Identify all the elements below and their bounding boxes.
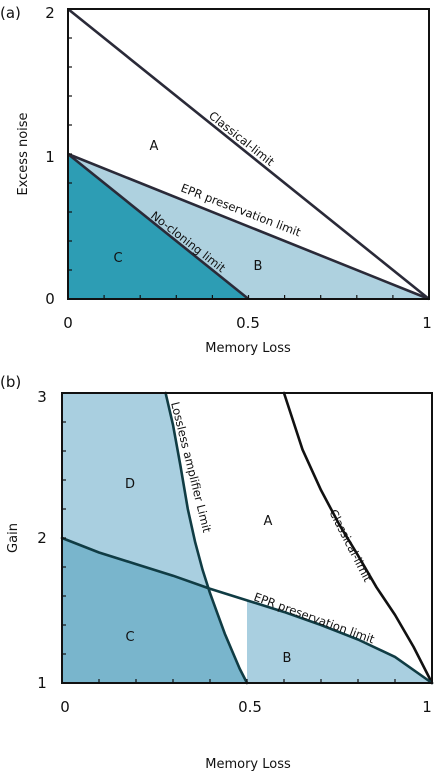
panel-a-x-tick-2: 1 xyxy=(422,314,432,332)
panel-a-label: (a) xyxy=(0,4,21,22)
panel-b-x-tick-0: 0 xyxy=(60,698,70,716)
panel-b-region-b-label: B xyxy=(283,651,292,666)
panel-b: (b) 0 0.5 1 1 2 3 Memory Loss Gain Class… xyxy=(0,373,434,772)
panel-a-region-a-label: A xyxy=(150,139,159,154)
panel-b-region-a-label: A xyxy=(264,514,273,529)
panel-b-epr-limit-line xyxy=(60,536,434,685)
panel-b-x-tick-1: 0.5 xyxy=(238,698,262,716)
panel-b-x-axis-title: Memory Loss xyxy=(205,757,291,772)
panel-b-region-c-label: C xyxy=(125,630,134,645)
panel-b-label: (b) xyxy=(0,373,21,391)
panel-b-y-tick-2: 3 xyxy=(37,388,47,406)
panel-a-classical-limit-label: Classical-limit xyxy=(206,108,277,169)
panel-a-region-b-label: B xyxy=(254,259,263,274)
panel-b-y-axis-title: Gain xyxy=(6,523,21,553)
panel-a-x-axis-title: Memory Loss xyxy=(205,341,291,356)
panel-a-x-tick-0: 0 xyxy=(63,314,73,332)
panel-b-region-c-area xyxy=(62,538,247,683)
panel-a-classical-limit-line xyxy=(67,7,430,301)
panel-a-x-tick-1: 0.5 xyxy=(236,314,260,332)
panel-a-y-axis-title: Excess noise xyxy=(16,112,31,195)
panel-b-classical-limit-line xyxy=(282,391,434,685)
panel-a-y-tick-2: 2 xyxy=(45,4,55,22)
panel-a-y-tick-1: 1 xyxy=(45,148,55,166)
panel-a: (a) 0 0.5 1 0 1 2 Memory Loss Excess noi… xyxy=(0,4,432,356)
panel-b-x-tick-2: 1 xyxy=(422,698,432,716)
panel-a-region-c-label: C xyxy=(113,251,122,266)
panel-a-y-tick-0: 0 xyxy=(45,290,55,308)
panel-b-y-tick-0: 1 xyxy=(37,674,47,692)
panel-b-lossless-amplifier-limit-line xyxy=(164,391,249,685)
panel-b-y-tick-1: 2 xyxy=(37,529,47,547)
panel-b-region-d-label: D xyxy=(125,477,135,492)
panel-a-no-cloning-limit-line xyxy=(67,152,250,301)
panel-a-epr-limit-line xyxy=(67,152,430,301)
panel-b-classical-limit-label: Classical-limit xyxy=(326,507,375,585)
